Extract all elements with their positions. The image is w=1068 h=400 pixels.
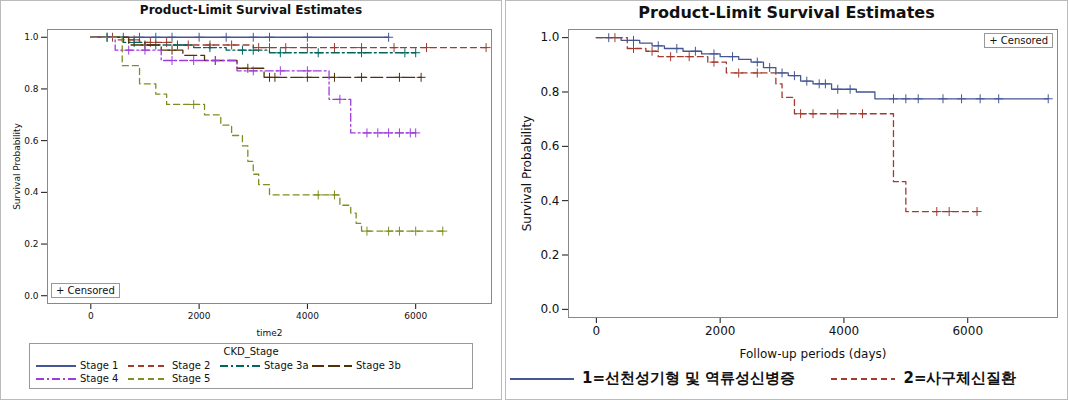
svg-text:Follow-up periods (days): Follow-up periods (days) (740, 347, 887, 361)
html-text:2=사구체신질환: 2=사구체신질환 (903, 369, 1017, 387)
svg-text:Survival Probability: Survival Probability (520, 116, 534, 232)
html-text:Stage 1: Stage 1 (80, 360, 119, 371)
html-text:Stage 2: Stage 2 (172, 360, 211, 371)
svg-text:0.4: 0.4 (24, 187, 39, 197)
svg-text:2000: 2000 (705, 324, 736, 338)
html-text:+ Censored: + Censored (56, 285, 115, 296)
html-text:Stage 5: Stage 5 (172, 373, 211, 384)
svg-text:0: 0 (88, 311, 94, 321)
svg-text:0.6: 0.6 (540, 139, 559, 153)
html-text:CKD_Stage: CKD_Stage (223, 346, 279, 357)
svg-text:0.8: 0.8 (24, 84, 39, 94)
html-text:Stage 4: Stage 4 (80, 373, 119, 384)
svg-text:0.4: 0.4 (540, 194, 559, 208)
svg-text:1.0: 1.0 (540, 30, 559, 44)
svg-text:2000: 2000 (188, 311, 211, 321)
svg-text:0.6: 0.6 (24, 136, 39, 146)
svg-text:time2: time2 (256, 328, 282, 338)
svg-text:0.0: 0.0 (540, 302, 559, 316)
svg-text:0.2: 0.2 (24, 239, 38, 249)
html-text:Product-Limit Survival Estimat: Product-Limit Survival Estimates (638, 3, 935, 22)
svg-text:4000: 4000 (829, 324, 860, 338)
svg-text:4000: 4000 (296, 311, 319, 321)
svg-text:0: 0 (593, 324, 601, 338)
html-text:Product-Limit Survival Estimat: Product-Limit Survival Estimates (139, 3, 363, 17)
svg-text:6000: 6000 (404, 311, 427, 321)
html-text:Stage 3a: Stage 3a (264, 360, 309, 371)
svg-text:0.2: 0.2 (540, 248, 559, 262)
svg-text:1.0: 1.0 (24, 32, 39, 42)
html-text:1=선천성기형 및 역류성신병증: 1=선천성기형 및 역류성신병증 (582, 369, 796, 387)
svg-text:Survival Probability: Survival Probability (12, 122, 22, 209)
svg-text:0.8: 0.8 (540, 85, 559, 99)
svg-text:0.0: 0.0 (24, 291, 39, 301)
html-text:+ Censored: + Censored (989, 35, 1048, 46)
svg-text:6000: 6000 (952, 324, 983, 338)
html-text:Stage 3b: Stage 3b (356, 360, 401, 371)
